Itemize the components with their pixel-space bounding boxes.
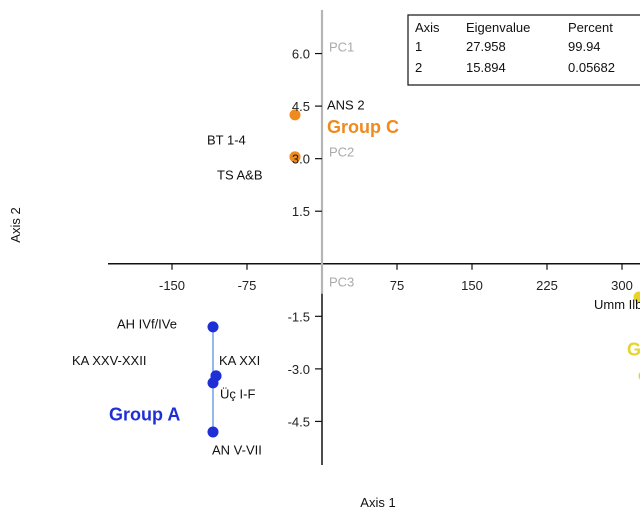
group-b-point-label-0: Umm Ilbase — [594, 297, 640, 312]
eigenvalue-table: Axis Eigenvalue Percent 1 27.958 99.94 2… — [407, 14, 640, 86]
group-c-point-label-1: BT 1-4 — [207, 132, 246, 147]
group-a-point-3 — [210, 370, 222, 382]
pc-label-pc3: PC3 — [329, 274, 354, 289]
table-header-eigenvalue: Eigenvalue — [466, 20, 530, 35]
table-header-percent: Percent — [568, 20, 613, 35]
group-a-label: Group A — [109, 404, 180, 424]
y-tick-label-1: 4.5 — [292, 99, 310, 114]
y-tick-label-0: 6.0 — [292, 47, 310, 62]
group-c-point-label-0: ANS 2 — [327, 97, 365, 112]
y-tick-label-3: 1.5 — [292, 204, 310, 219]
table-row1-percent: 99.94 — [568, 39, 601, 54]
group-c-point-label-2: TS A&B — [217, 167, 263, 182]
table-row2-percent: 0.05682 — [568, 60, 615, 75]
table-row1-eigenvalue: 27.958 — [466, 39, 506, 54]
y-tick-label-4: -1.5 — [288, 309, 310, 324]
group-a-point-label-2: KA XXI — [219, 353, 260, 368]
table-row1-axis: 1 — [415, 39, 422, 54]
group-b-point-0 — [633, 291, 640, 303]
x-tick-label-0: -150 — [159, 278, 185, 293]
table-row2-eigenvalue: 15.894 — [466, 60, 506, 75]
group-a-point-4 — [207, 426, 219, 438]
x-tick-label-4: 225 — [536, 278, 558, 293]
group-a-point-label-0: AH IVf/IVe — [117, 316, 177, 331]
y-tick-label-5: -3.0 — [288, 362, 310, 377]
group-a-point-0 — [207, 321, 219, 333]
group-c-point-2 — [289, 151, 301, 163]
group-a-point-label-1: KA XXV-XXII — [72, 353, 146, 368]
x-axis-title: Axis 1 — [360, 495, 395, 510]
x-tick-label-2: 75 — [390, 278, 404, 293]
group-a-point-label-4: AN V-VII — [212, 442, 262, 457]
y-tick-label-6: -4.5 — [288, 414, 310, 429]
group-a-point-label-3: Üç I-F — [220, 386, 255, 401]
table-header-axis: Axis — [415, 20, 440, 35]
x-tick-label-3: 150 — [461, 278, 483, 293]
pc-label-pc2: PC2 — [329, 145, 354, 160]
y-tick-label-2: 3.0 — [292, 152, 310, 167]
group-c-point-0 — [289, 109, 301, 121]
table-row2-axis: 2 — [415, 60, 422, 75]
y-axis-title: Axis 2 — [8, 207, 23, 242]
group-c-label: Group C — [327, 117, 399, 137]
x-tick-label-5: 300 — [611, 278, 633, 293]
pc-label-pc1: PC1 — [329, 40, 354, 55]
eigenvalue-table-frame — [407, 14, 640, 86]
group-b-label: Group B — [627, 340, 640, 360]
x-tick-label-1: -75 — [238, 278, 257, 293]
